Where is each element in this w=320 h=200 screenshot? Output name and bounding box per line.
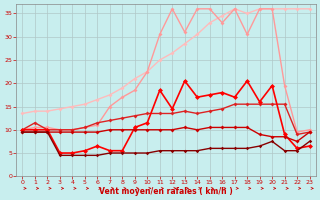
X-axis label: Vent moyen/en rafales ( km/h ): Vent moyen/en rafales ( km/h ) <box>99 187 233 196</box>
